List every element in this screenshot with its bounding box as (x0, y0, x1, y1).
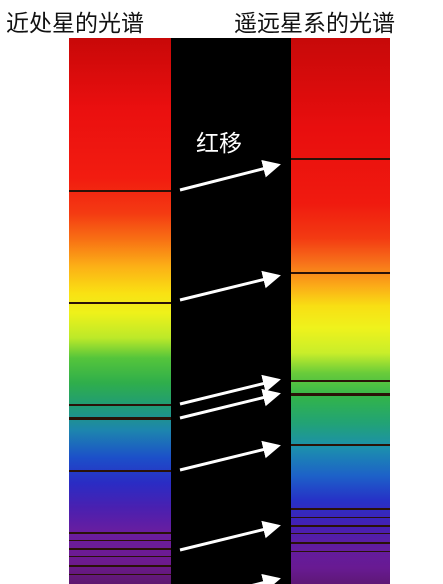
absorption-line (69, 302, 171, 304)
absorption-line (69, 532, 171, 534)
absorption-line (69, 574, 171, 575)
absorption-line (69, 190, 171, 192)
absorption-line (291, 444, 390, 446)
redshift-arrow (179, 270, 281, 302)
far-galaxy-spectrum-label: 遥远星系的光谱 (234, 11, 395, 37)
absorption-line (291, 393, 390, 396)
absorption-line (69, 470, 171, 472)
absorption-line (291, 508, 390, 510)
absorption-line (291, 551, 390, 552)
near-star-spectrum (69, 38, 171, 584)
absorption-line (69, 556, 171, 557)
redshift-arrow (179, 440, 281, 472)
redshift-arrow (179, 520, 281, 552)
absorption-line (291, 525, 390, 527)
absorption-line (69, 548, 171, 550)
absorption-line (291, 533, 390, 534)
absorption-line (291, 158, 390, 160)
redshift-arrow (179, 159, 281, 192)
redshift-arrow (251, 573, 281, 584)
absorption-line (291, 517, 390, 518)
absorption-line (69, 565, 171, 567)
far-galaxy-spectrum (291, 38, 390, 584)
redshift-arrow (179, 374, 281, 406)
absorption-line (69, 404, 171, 406)
absorption-line (291, 542, 390, 544)
redshift-label: 红移 (196, 131, 242, 157)
absorption-line (291, 380, 390, 382)
center-band (171, 38, 291, 584)
absorption-line (291, 272, 390, 274)
absorption-line (69, 417, 171, 420)
absorption-line (69, 540, 171, 541)
near-star-spectrum-label: 近处星的光谱 (6, 11, 144, 37)
redshift-arrow (179, 388, 281, 420)
